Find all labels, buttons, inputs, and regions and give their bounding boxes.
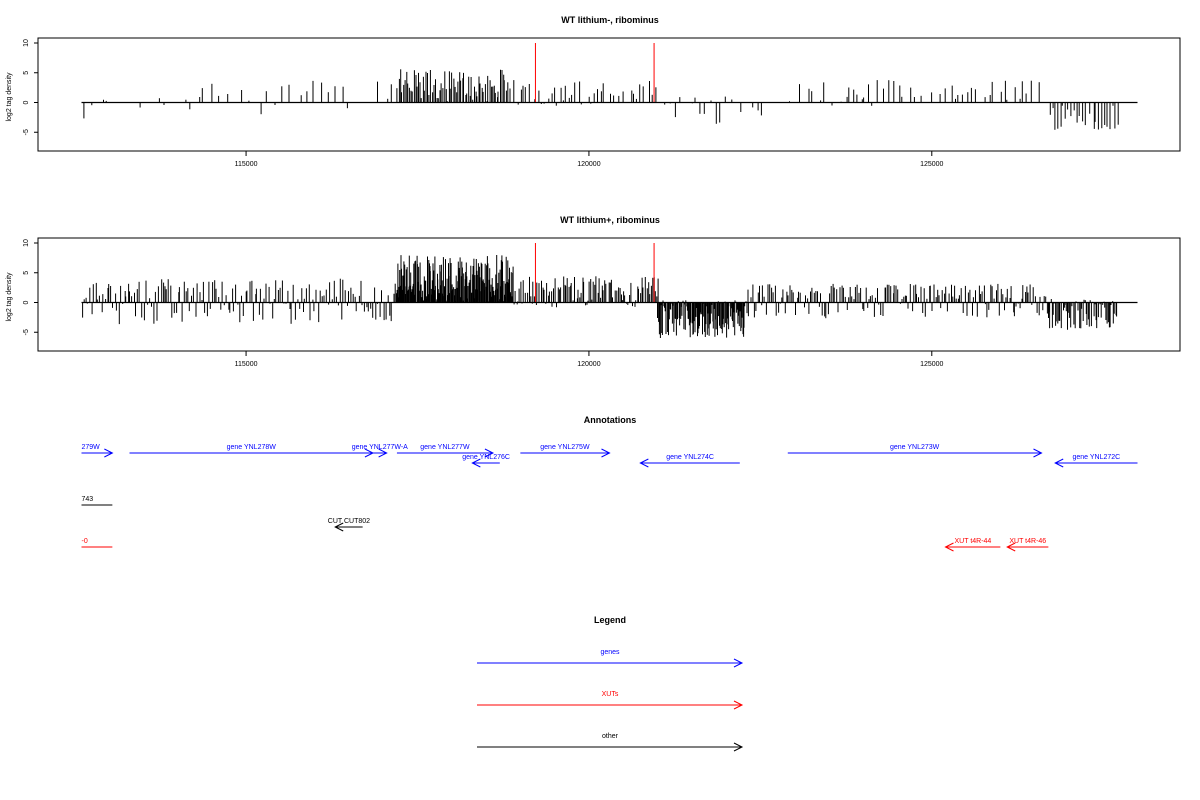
y-tick-label: 0 xyxy=(23,300,30,304)
bar-series xyxy=(83,69,1119,130)
x-tick-label: 125000 xyxy=(920,161,943,168)
legend-label: XUTs xyxy=(602,691,619,698)
annotation-gene: gene YNL276C xyxy=(462,454,510,468)
annotation-label: XUT t4R-44 xyxy=(955,538,992,545)
x-tick-label: 125000 xyxy=(920,361,943,368)
annotation-xut: XUT t4R-44 xyxy=(944,538,1001,552)
annotation-gene: gene YNL274C xyxy=(639,454,740,468)
chart-title: WT lithium-, ribominus xyxy=(561,15,659,25)
annotation-label: gene YNL273W xyxy=(890,444,940,451)
annotation-label: gene YNL277W-A xyxy=(352,444,408,451)
annotation-gene: gene YNL275W xyxy=(520,444,611,458)
legend: Legend genes XUTs other xyxy=(477,615,744,752)
annotation-xut: -0 xyxy=(81,538,113,548)
y-tick-label: 10 xyxy=(23,39,30,47)
annotation-other: CUT CUT802 xyxy=(328,518,370,532)
annotation-label: 743 xyxy=(82,496,94,503)
annotation-label: gene YNL277W xyxy=(420,444,470,451)
annotation-label: gene YNL274C xyxy=(666,454,714,461)
x-axis: 115000 120000 125000 xyxy=(235,351,944,368)
legend-item-xut: XUTs xyxy=(477,691,744,710)
chart-panel-lithium-minus: WT lithium-, ribominus log2 tag density … xyxy=(6,15,1181,168)
annotation-label: gene YNL278W xyxy=(227,444,277,451)
legend-label: other xyxy=(602,733,619,740)
annotation-gene: gene YNL272C xyxy=(1054,454,1138,468)
annotations-track: Annotations 279W gene YNL278W gene YNL277W… xyxy=(81,415,1138,552)
annotation-gene: gene YNL273W xyxy=(787,444,1043,458)
plot-frame xyxy=(37,37,1181,152)
legend-title: Legend xyxy=(594,615,626,625)
annotation-features: 279W gene YNL278W gene YNL277W-A gene YNL27… xyxy=(81,444,1138,552)
y-axis: -5 0 5 10 xyxy=(23,39,39,135)
chart-panel-lithium-plus: WT lithium+, ribominus log2 tag density … xyxy=(6,215,1181,368)
annotations-title: Annotations xyxy=(584,415,637,425)
legend-items: genes XUTs other xyxy=(477,649,744,752)
x-axis: 115000 120000 125000 xyxy=(235,151,944,168)
legend-item-other: other xyxy=(477,733,744,752)
y-tick-label: 0 xyxy=(23,100,30,104)
annotation-label: gene YNL276C xyxy=(462,454,510,461)
annotation-label: gene YNL275W xyxy=(540,444,590,451)
x-tick-label: 115000 xyxy=(235,161,258,168)
y-axis: -5 0 5 10 xyxy=(23,239,39,335)
y-tick-label: -5 xyxy=(23,129,30,135)
y-tick-label: 10 xyxy=(23,239,30,247)
marker-lines xyxy=(534,43,655,103)
bar-series xyxy=(82,255,1118,338)
x-tick-label: 120000 xyxy=(577,161,600,168)
annotation-gene: 279W xyxy=(81,444,114,458)
y-tick-label: 5 xyxy=(23,271,30,275)
marker-lines xyxy=(534,243,655,303)
annotation-gene: gene YNL277W xyxy=(396,444,495,458)
annotation-gene: gene YNL277W-A xyxy=(352,444,408,458)
annotation-gene: gene YNL278W xyxy=(129,444,375,458)
annotation-label: 279W xyxy=(82,444,101,451)
x-tick-label: 120000 xyxy=(577,361,600,368)
annotation-label: gene YNL272C xyxy=(1072,454,1120,461)
legend-label: genes xyxy=(600,649,620,656)
chart-title: WT lithium+, ribominus xyxy=(560,215,660,225)
annotation-label: -0 xyxy=(82,538,88,545)
annotation-label: CUT CUT802 xyxy=(328,518,370,525)
y-axis-label: log2 tag density xyxy=(6,72,13,122)
annotation-other: 743 xyxy=(81,496,113,506)
annotation-label: XUT t4R-46 xyxy=(1009,538,1046,545)
y-tick-label: -5 xyxy=(23,329,30,335)
legend-item-gene: genes xyxy=(477,649,744,668)
annotation-xut: XUT t4R-46 xyxy=(1006,538,1049,552)
y-axis-label: log2 tag density xyxy=(6,272,13,322)
x-tick-label: 115000 xyxy=(235,361,258,368)
y-tick-label: 5 xyxy=(23,71,30,75)
